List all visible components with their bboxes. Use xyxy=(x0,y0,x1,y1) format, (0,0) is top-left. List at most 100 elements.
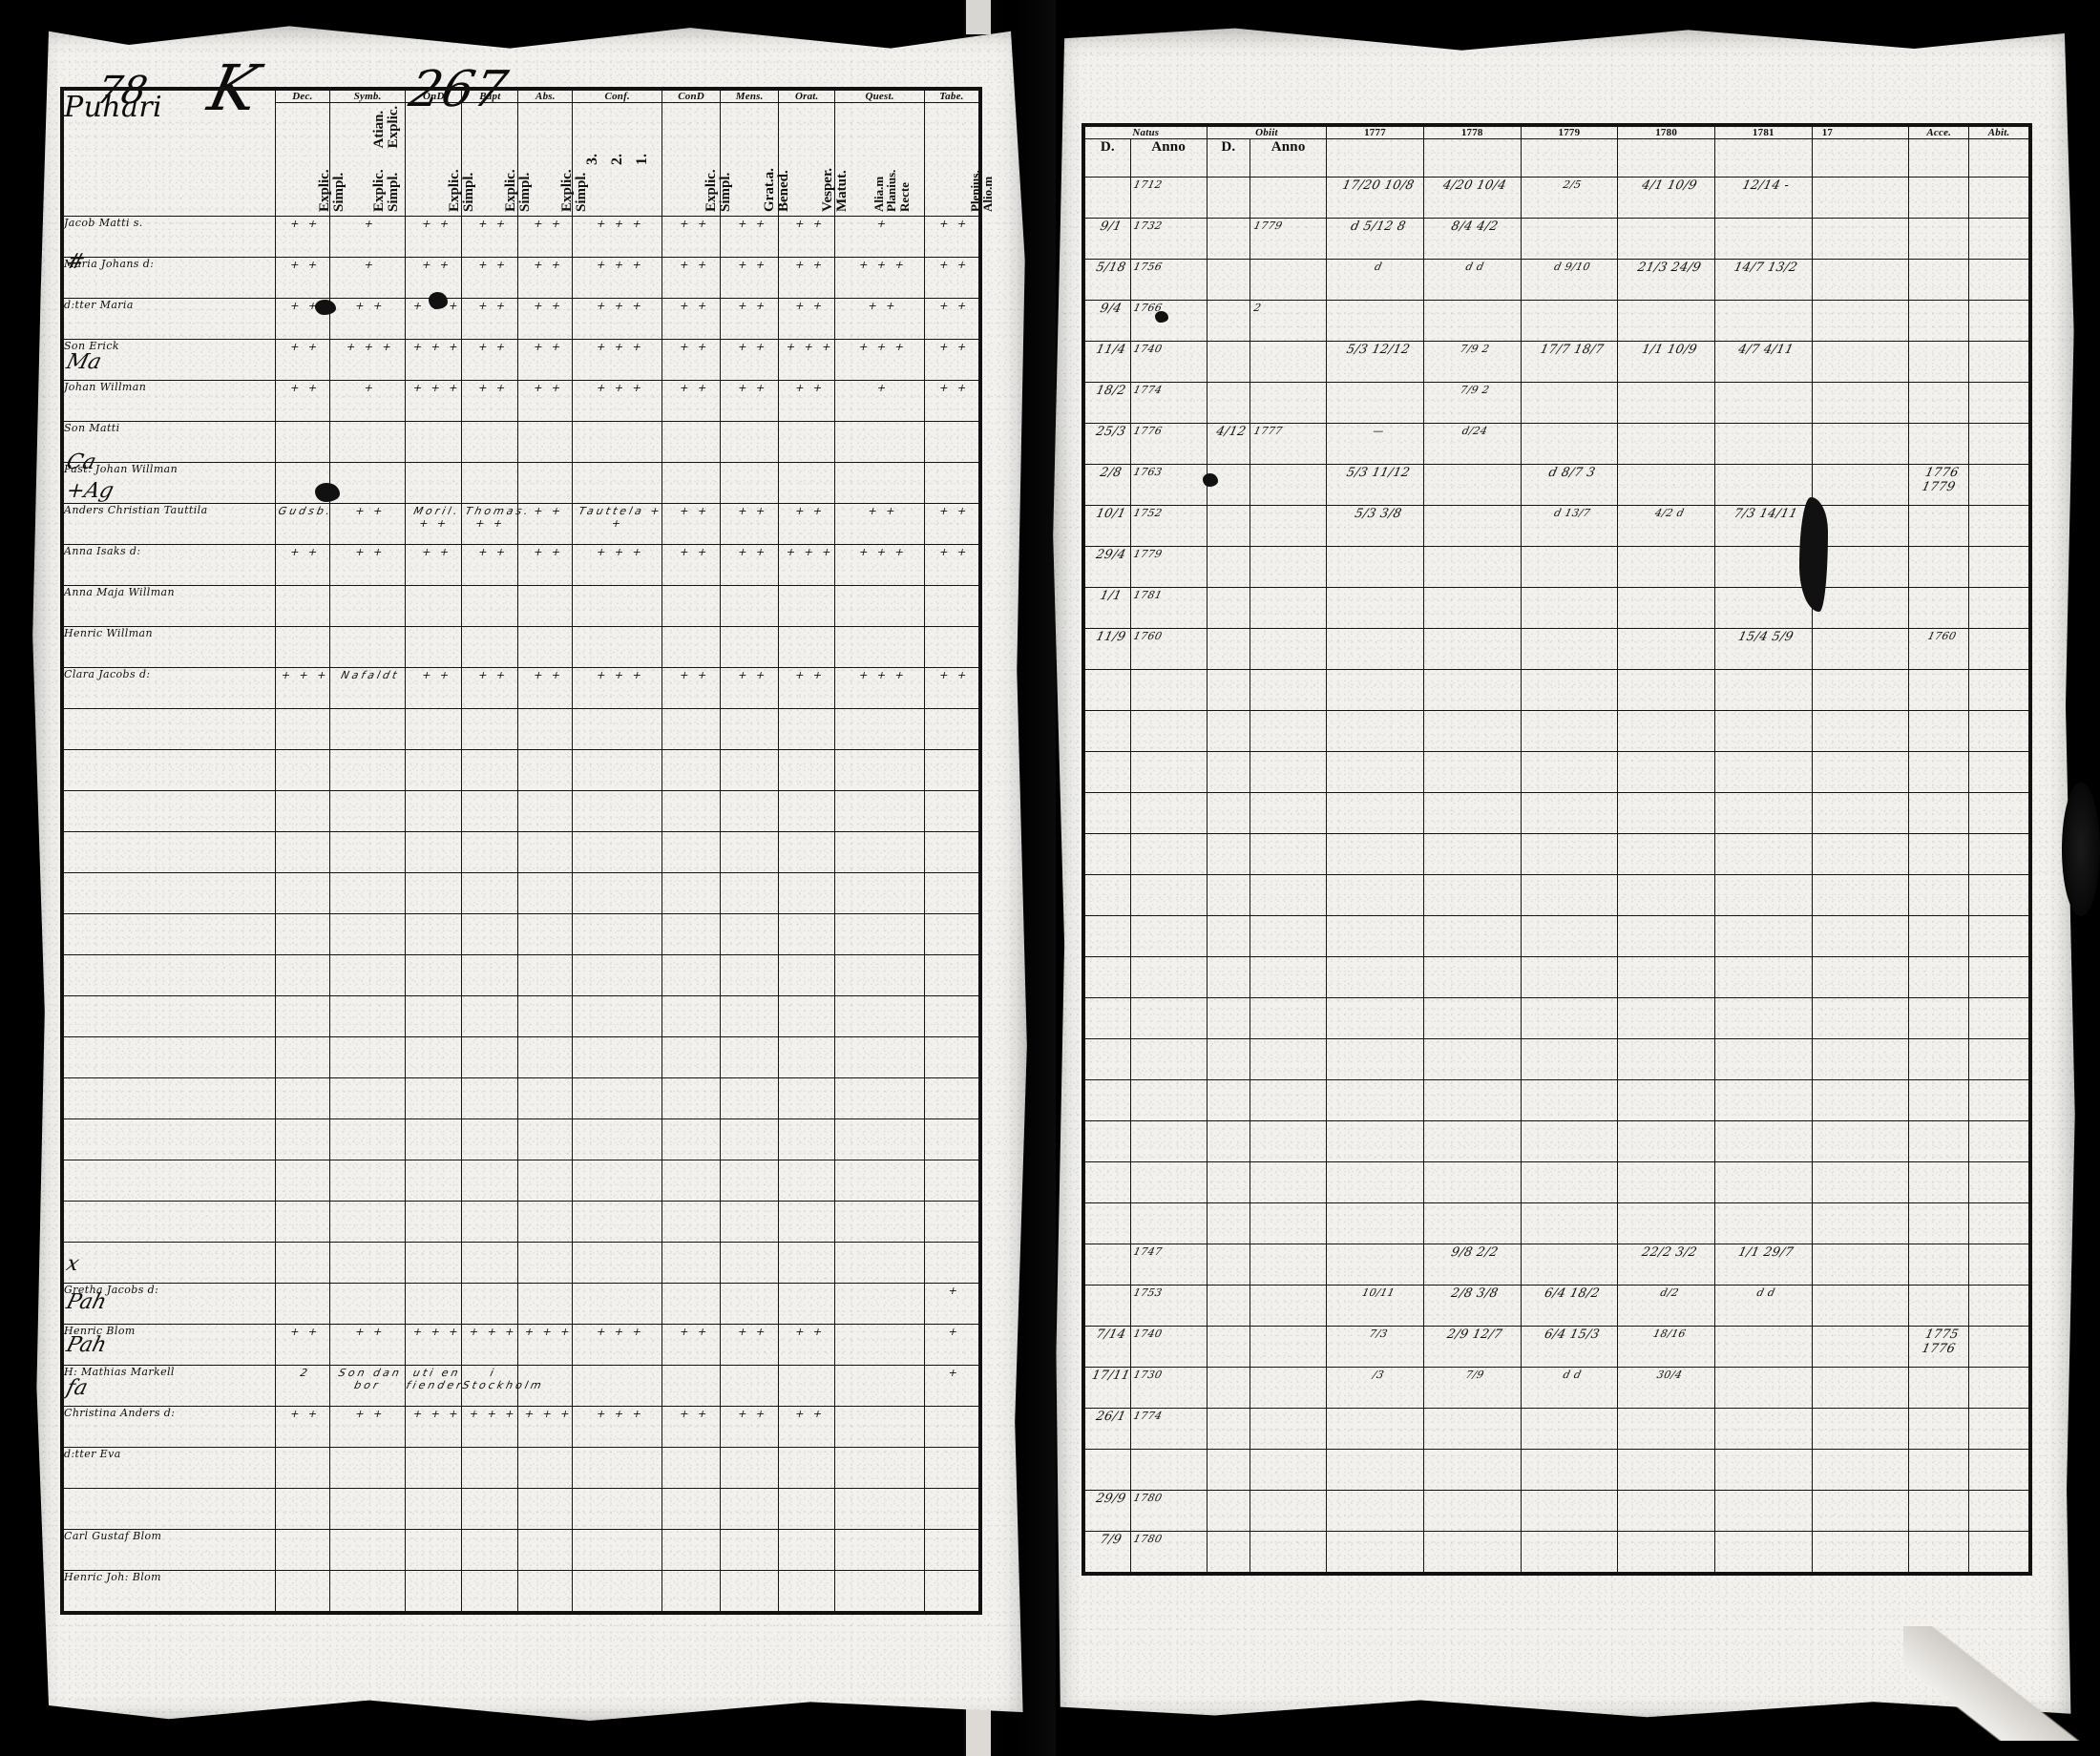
person-name: Henric Blom xyxy=(64,1325,136,1337)
abiit-cell xyxy=(1964,997,2034,1039)
year-1778-cell xyxy=(1418,505,1526,547)
year-1778-cell xyxy=(1418,669,1526,711)
sub-cond-1: Explic. xyxy=(703,169,719,212)
year-1780-cell xyxy=(1612,1079,1720,1121)
table-row: 18/2 1774 7/9 2 xyxy=(1080,382,2034,424)
attendance-mark-cell xyxy=(657,1201,725,1243)
year-1779-cell xyxy=(1516,1531,1623,1573)
attendance-mark-cell: + + xyxy=(773,1324,840,1366)
attendance-mark-cell xyxy=(456,954,523,996)
attendance-mark-cell: + + xyxy=(715,503,784,545)
year-1779-cell xyxy=(1516,1038,1623,1080)
attendance-mark-cell: + + + xyxy=(567,1406,667,1448)
attendance-mark-cell xyxy=(773,462,840,504)
col-sub-dec: Explic. Simpl. xyxy=(274,102,346,217)
year-1779-cell: 6/4 18/2 xyxy=(1516,1285,1623,1327)
attendance-mark-cell xyxy=(830,1077,930,1119)
abiit-cell xyxy=(1964,710,2034,752)
accessit-cell xyxy=(1903,1367,1974,1409)
natus-year-cell xyxy=(1125,792,1212,834)
year-1778-cell xyxy=(1418,464,1526,506)
year-1780-cell xyxy=(1612,956,1720,998)
year-1778-cell xyxy=(1418,1202,1526,1244)
sub-symb-3: Atian. xyxy=(370,110,387,149)
attendance-mark-cell xyxy=(657,1488,725,1530)
natus-year-cell: 1779 xyxy=(1125,546,1212,588)
abiit-cell xyxy=(1964,259,2034,301)
attendance-mark-cell xyxy=(270,1242,335,1284)
year-blank-cell xyxy=(1807,1120,1914,1162)
year-1780-cell xyxy=(1612,1120,1720,1162)
attendance-mark-cell xyxy=(715,1365,784,1407)
accessit-cell xyxy=(1903,1531,1974,1573)
attendance-mark-cell: + + xyxy=(270,380,335,422)
edge-shadow-right xyxy=(2062,783,2100,916)
col-sub-tabe: Plenius. Alio.m xyxy=(923,102,995,217)
year-1779-cell xyxy=(1516,1161,1623,1203)
natus-year-cell xyxy=(1125,1161,1212,1203)
table-row xyxy=(63,954,984,996)
attendance-mark-cell: + + xyxy=(830,503,930,545)
year-1779-cell xyxy=(1516,300,1623,342)
attendance-mark-cell xyxy=(773,1529,840,1571)
table-row xyxy=(1080,751,2034,793)
attendance-mark-cell xyxy=(325,1570,410,1612)
attendance-mark-cell xyxy=(715,790,784,832)
attendance-mark-cell: + + + xyxy=(773,339,840,381)
attendance-mark-cell xyxy=(773,1077,840,1119)
attendance-mark-cell xyxy=(513,1283,578,1325)
year-1780-cell xyxy=(1612,1038,1720,1080)
attendance-mark-cell: + + xyxy=(657,503,725,545)
person-name: Son Matti xyxy=(64,422,120,434)
year-1777-cell: d xyxy=(1321,259,1429,301)
year-blank-cell xyxy=(1807,874,1914,916)
attendance-mark-cell xyxy=(567,1077,667,1119)
attendance-mark-cell xyxy=(400,1447,467,1489)
attendance-mark-cell xyxy=(567,1365,667,1407)
year-1778-cell xyxy=(1418,751,1526,793)
abiit-cell xyxy=(1964,628,2034,670)
attendance-mark-cell: + + xyxy=(270,544,335,586)
attendance-mark-cell xyxy=(325,995,410,1037)
person-name-cell: Gretha Jacobs d: xyxy=(63,1283,276,1325)
col-head-symb: Symb. xyxy=(328,90,407,103)
attendance-mark-cell: + + xyxy=(773,257,840,299)
year-1781-cell xyxy=(1710,669,1817,711)
attendance-mark-cell xyxy=(567,1570,667,1612)
attendance-mark-cell xyxy=(657,1160,725,1202)
attendance-mark-cell xyxy=(456,1570,523,1612)
sub-symb-2: Simpl. xyxy=(385,172,401,212)
year-1777-cell xyxy=(1321,915,1429,957)
obiit-year-cell xyxy=(1245,382,1332,424)
year-blank-cell xyxy=(1807,259,1914,301)
attendance-mark-cell xyxy=(270,790,335,832)
attendance-mark-cell xyxy=(773,1570,840,1612)
year-1778-cell xyxy=(1418,710,1526,752)
natus-year-cell: 1781 xyxy=(1125,587,1212,629)
sub-symb-4: Explic. xyxy=(385,105,401,149)
attendance-mark-cell: + + + xyxy=(567,216,667,258)
year-blank-cell xyxy=(1807,915,1914,957)
table-row xyxy=(63,872,984,914)
person-name-cell xyxy=(63,1036,276,1078)
person-name: Clara Jacobs d: xyxy=(64,668,151,680)
attendance-mark-cell xyxy=(773,626,840,668)
year-1781-cell: 1/1 29/7 xyxy=(1710,1244,1817,1286)
attendance-mark-cell: + + xyxy=(657,1406,725,1448)
person-name-cell: Johan Willman xyxy=(63,380,276,422)
abiit-cell xyxy=(1964,1038,2034,1080)
table-row: Clara Jacobs d: + + + Nafaldt + + + + + + + + … xyxy=(63,667,984,709)
year-1779-cell xyxy=(1516,751,1623,793)
col-head-1777: 1777 xyxy=(1326,126,1424,139)
attendance-mark-cell xyxy=(830,995,930,1037)
table-row: Johan Willman + + + + + + + + + + + + + + + + + +… xyxy=(63,380,984,422)
table-row xyxy=(1080,1120,2034,1162)
person-name: Henric Willman xyxy=(64,627,153,639)
attendance-mark-cell xyxy=(270,421,335,463)
sub-mens-1: Grat.a. xyxy=(761,168,777,212)
attendance-mark-cell xyxy=(830,1365,930,1407)
attendance-mark-cell xyxy=(657,1570,725,1612)
col-head-orat: Orat. xyxy=(778,90,836,103)
attendance-mark-cell xyxy=(657,585,725,627)
attendance-mark-cell: Nafaldt xyxy=(325,667,410,709)
